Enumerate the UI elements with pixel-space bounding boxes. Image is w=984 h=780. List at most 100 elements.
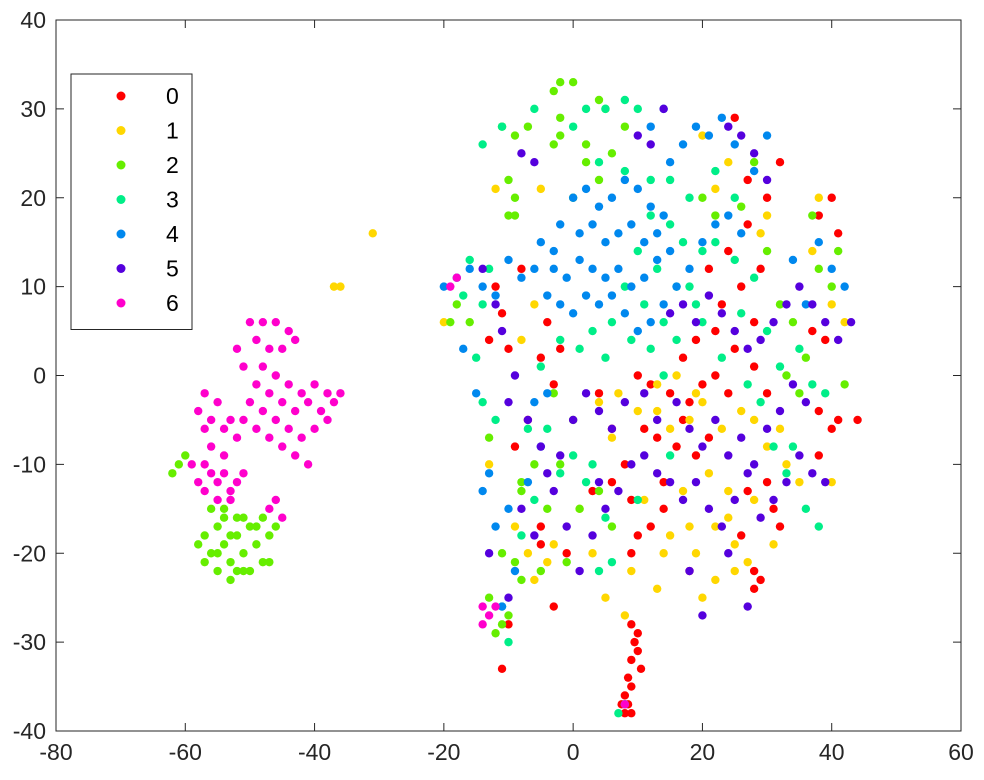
- data-point: [510, 131, 520, 140]
- data-point: [620, 700, 630, 709]
- data-point: [556, 300, 565, 309]
- data-point: [549, 389, 558, 398]
- data-point: [633, 495, 642, 505]
- data-point: [323, 415, 332, 425]
- data-point: [439, 317, 449, 327]
- y-tick-label: 0: [33, 363, 46, 389]
- data-point: [737, 229, 746, 238]
- data-point: [536, 522, 546, 531]
- data-point: [523, 477, 533, 487]
- data-point: [575, 566, 584, 576]
- data-point: [297, 389, 306, 398]
- data-point: [827, 300, 836, 309]
- data-point: [556, 335, 565, 345]
- data-point: [775, 300, 785, 309]
- data-point: [594, 486, 604, 496]
- data-point: [206, 415, 216, 425]
- data-point: [245, 397, 255, 407]
- data-point: [614, 264, 623, 274]
- data-point: [206, 504, 216, 514]
- data-point: [478, 300, 487, 309]
- data-point: [504, 611, 513, 620]
- data-point: [239, 469, 248, 478]
- data-point: [795, 477, 804, 487]
- data-point: [814, 406, 823, 416]
- data-point: [491, 300, 500, 309]
- data-point: [685, 522, 694, 531]
- data-point: [601, 504, 610, 514]
- data-point: [620, 611, 630, 620]
- data-point: [543, 557, 552, 567]
- data-point: [284, 380, 293, 389]
- data-point: [536, 237, 546, 247]
- data-point: [556, 460, 565, 469]
- data-point: [232, 513, 242, 522]
- data-point: [808, 300, 817, 309]
- data-point: [749, 584, 759, 593]
- data-point: [665, 424, 675, 434]
- x-tick-label: -20: [427, 739, 460, 765]
- data-point: [562, 522, 571, 531]
- data-point: [717, 309, 727, 318]
- data-point: [206, 549, 216, 558]
- data-point: [517, 575, 526, 585]
- data-point: [549, 140, 558, 149]
- data-point: [756, 397, 765, 407]
- data-point: [543, 424, 552, 434]
- data-point: [594, 566, 604, 576]
- data-point: [543, 469, 552, 478]
- data-point: [510, 193, 520, 202]
- data-point: [620, 166, 630, 176]
- data-point: [627, 682, 636, 691]
- data-point: [749, 566, 759, 576]
- data-point: [575, 504, 584, 514]
- data-point: [607, 522, 617, 531]
- data-point: [194, 540, 203, 549]
- data-point: [562, 273, 571, 282]
- data-point: [620, 282, 630, 291]
- data-point: [284, 326, 293, 336]
- data-point: [769, 442, 778, 451]
- data-point: [808, 380, 817, 389]
- data-point: [497, 326, 507, 336]
- data-point: [213, 495, 222, 505]
- data-point: [465, 255, 474, 265]
- data-point: [827, 193, 836, 202]
- data-point: [549, 380, 558, 389]
- data-point: [226, 557, 235, 567]
- data-point: [665, 477, 675, 487]
- data-point: [775, 158, 785, 167]
- data-point: [213, 477, 222, 487]
- data-point: [691, 451, 701, 460]
- data-point: [588, 531, 597, 540]
- data-point: [620, 460, 630, 469]
- data-point: [278, 513, 287, 522]
- data-point: [724, 158, 733, 167]
- data-point: [814, 451, 823, 460]
- legend-label: 3: [166, 187, 179, 213]
- data-point: [517, 273, 526, 282]
- data-point: [749, 273, 759, 282]
- data-point: [491, 602, 500, 611]
- data-point: [737, 406, 746, 416]
- legend-label: 1: [166, 118, 179, 144]
- data-point: [633, 131, 642, 140]
- data-point: [749, 149, 759, 158]
- data-point: [484, 611, 494, 620]
- data-point: [168, 469, 177, 478]
- data-point: [724, 246, 733, 256]
- x-tick-label: 20: [690, 739, 716, 765]
- data-point: [743, 380, 752, 389]
- data-point: [271, 415, 280, 425]
- data-point: [581, 158, 591, 167]
- data-point: [504, 255, 513, 265]
- data-point: [620, 309, 630, 318]
- data-point: [762, 424, 772, 434]
- data-point: [640, 424, 649, 434]
- data-point: [478, 282, 487, 291]
- data-point: [265, 557, 274, 567]
- data-point: [310, 424, 319, 434]
- data-point: [698, 611, 707, 620]
- data-point: [711, 184, 720, 194]
